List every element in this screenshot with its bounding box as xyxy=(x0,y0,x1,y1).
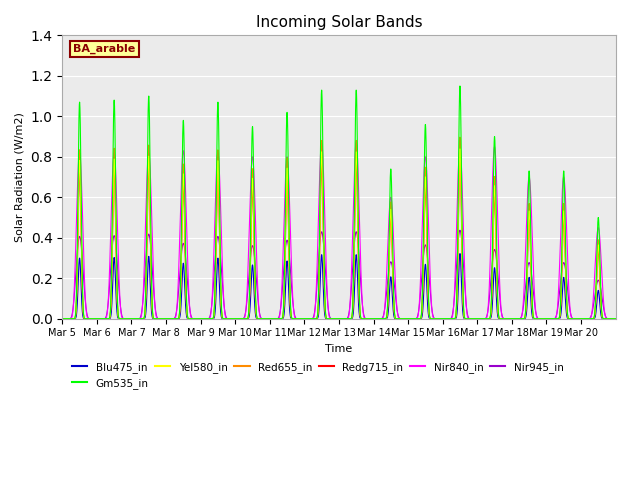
Nir840_in xyxy=(612,316,620,322)
Redg715_in xyxy=(389,281,397,287)
Red655_in xyxy=(173,316,181,322)
Red655_in xyxy=(612,316,620,322)
Nir945_in xyxy=(58,316,66,322)
Red655_in xyxy=(360,316,367,322)
Title: Incoming Solar Bands: Incoming Solar Bands xyxy=(255,15,422,30)
Redg715_in xyxy=(173,316,181,322)
Red655_in xyxy=(389,276,397,282)
Yel580_in xyxy=(518,316,525,322)
Red655_in xyxy=(58,316,66,322)
Red655_in xyxy=(518,316,525,322)
Redg715_in xyxy=(58,316,66,322)
Gm535_in xyxy=(518,316,525,322)
X-axis label: Time: Time xyxy=(325,344,353,354)
Yel580_in xyxy=(612,316,620,322)
Blu475_in xyxy=(58,316,66,322)
Blu475_in xyxy=(491,265,499,271)
Gm535_in xyxy=(389,265,397,271)
Blu475_in xyxy=(389,305,397,311)
Yel580_in xyxy=(173,316,181,322)
Yel580_in xyxy=(532,316,540,322)
Blu475_in xyxy=(518,316,525,322)
Legend: Blu475_in, Gm535_in, Yel580_in, Red655_in, Redg715_in, Nir840_in, Nir945_in: Blu475_in, Gm535_in, Yel580_in, Red655_i… xyxy=(67,358,568,393)
Nir840_in xyxy=(532,312,540,318)
Nir840_in xyxy=(491,144,499,150)
Line: Blu475_in: Blu475_in xyxy=(62,253,616,319)
Nir945_in xyxy=(491,247,499,252)
Nir840_in xyxy=(173,304,181,310)
Nir840_in xyxy=(389,226,397,231)
Nir945_in xyxy=(612,316,620,322)
Nir840_in xyxy=(318,140,326,145)
Redg715_in xyxy=(456,157,464,163)
Blu475_in xyxy=(173,316,181,322)
Blu475_in xyxy=(532,316,540,322)
Redg715_in xyxy=(532,316,540,322)
Nir840_in xyxy=(360,312,367,318)
Red655_in xyxy=(491,175,499,181)
Red655_in xyxy=(456,134,464,140)
Blu475_in xyxy=(456,251,464,256)
Redg715_in xyxy=(360,316,367,322)
Gm535_in xyxy=(612,316,620,322)
Gm535_in xyxy=(456,83,464,89)
Gm535_in xyxy=(491,135,499,141)
Nir945_in xyxy=(360,310,367,315)
Line: Nir840_in: Nir840_in xyxy=(62,143,616,319)
Redg715_in xyxy=(518,316,525,322)
Line: Gm535_in: Gm535_in xyxy=(62,86,616,319)
Yel580_in xyxy=(389,278,397,284)
Y-axis label: Solar Radiation (W/m2): Solar Radiation (W/m2) xyxy=(15,112,25,242)
Blu475_in xyxy=(360,316,367,322)
Redg715_in xyxy=(612,316,620,322)
Nir945_in xyxy=(518,312,525,318)
Line: Red655_in: Red655_in xyxy=(62,137,616,319)
Red655_in xyxy=(532,316,540,322)
Nir945_in xyxy=(456,228,464,233)
Yel580_in xyxy=(360,316,367,322)
Nir840_in xyxy=(518,312,525,318)
Gm535_in xyxy=(58,316,66,322)
Nir840_in xyxy=(58,316,66,322)
Line: Redg715_in: Redg715_in xyxy=(62,160,616,319)
Line: Yel580_in: Yel580_in xyxy=(62,149,616,319)
Line: Nir945_in: Nir945_in xyxy=(62,230,616,319)
Gm535_in xyxy=(360,316,367,322)
Text: BA_arable: BA_arable xyxy=(74,44,136,54)
Yel580_in xyxy=(58,316,66,322)
Nir945_in xyxy=(389,269,397,275)
Nir945_in xyxy=(173,305,181,311)
Yel580_in xyxy=(456,146,464,152)
Nir945_in xyxy=(532,312,540,317)
Blu475_in xyxy=(612,316,620,322)
Yel580_in xyxy=(491,184,499,190)
Gm535_in xyxy=(173,316,181,322)
Gm535_in xyxy=(532,316,540,322)
Redg715_in xyxy=(491,193,499,199)
